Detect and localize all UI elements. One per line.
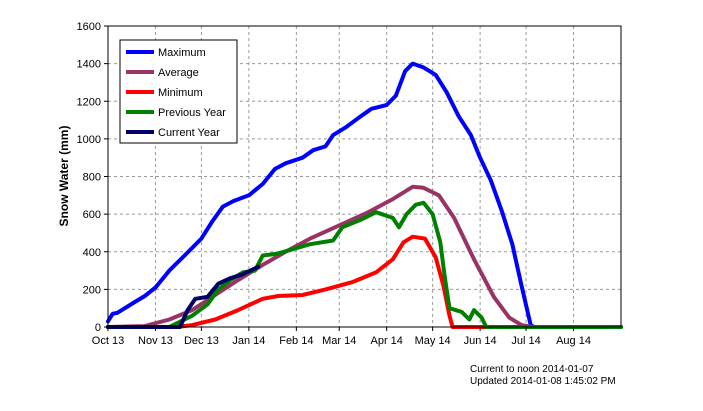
y-tick-label: 200 — [83, 284, 101, 296]
x-tick-label: Nov 13 — [138, 335, 173, 347]
legend-label: Maximum — [158, 47, 206, 59]
y-tick-label: 1200 — [77, 96, 101, 108]
x-tick-label: Oct 13 — [92, 335, 124, 347]
series-line-maximum — [106, 61, 623, 329]
x-tick-label: Jun 14 — [464, 335, 497, 347]
x-tick-label: Jan 14 — [232, 335, 265, 347]
x-tick-label: Mar 14 — [322, 335, 356, 347]
x-tick-label: Apr 14 — [370, 335, 402, 347]
y-tick-label: 1600 — [77, 21, 101, 33]
series-line-minimum — [106, 234, 489, 329]
legend-label: Average — [158, 67, 199, 79]
y-tick-label: 800 — [83, 172, 101, 184]
x-tick-label: Feb 14 — [279, 335, 313, 347]
y-axis-ticks: 0 200 400 600 800 1000 1200 1400 1600 — [77, 21, 108, 334]
current-to-note: Current to noon 2014-01-07 — [470, 364, 594, 375]
legend-label: Minimum — [158, 87, 203, 99]
y-tick-label: 1400 — [77, 59, 101, 71]
updated-note: Updated 2014-01-08 1:45:02 PM — [470, 376, 616, 387]
x-tick-label: May 14 — [415, 335, 451, 347]
series-line-average — [106, 184, 623, 329]
y-tick-label: 400 — [83, 247, 101, 259]
legend: Maximum Average Minimum Previous Year Curren… — [119, 39, 238, 144]
y-axis-label: Snow Water (mm) — [57, 126, 71, 227]
x-tick-label: Dec 13 — [184, 335, 219, 347]
x-tick-label: Jul 14 — [511, 335, 540, 347]
series-line-previous-year — [106, 200, 623, 329]
y-tick-label: 0 — [95, 322, 101, 334]
legend-label: Current Year — [158, 127, 220, 139]
legend-label: Previous Year — [158, 107, 226, 119]
series-line-current-year — [106, 264, 261, 329]
x-tick-label: Aug 14 — [556, 335, 591, 347]
x-axis-ticks: Oct 13 Nov 13 Dec 13 Jan 14 Feb 14 Mar 14 Apr … — [92, 327, 591, 347]
series-lines — [106, 61, 623, 329]
y-tick-label: 600 — [83, 209, 101, 221]
y-tick-label: 1000 — [77, 134, 101, 146]
